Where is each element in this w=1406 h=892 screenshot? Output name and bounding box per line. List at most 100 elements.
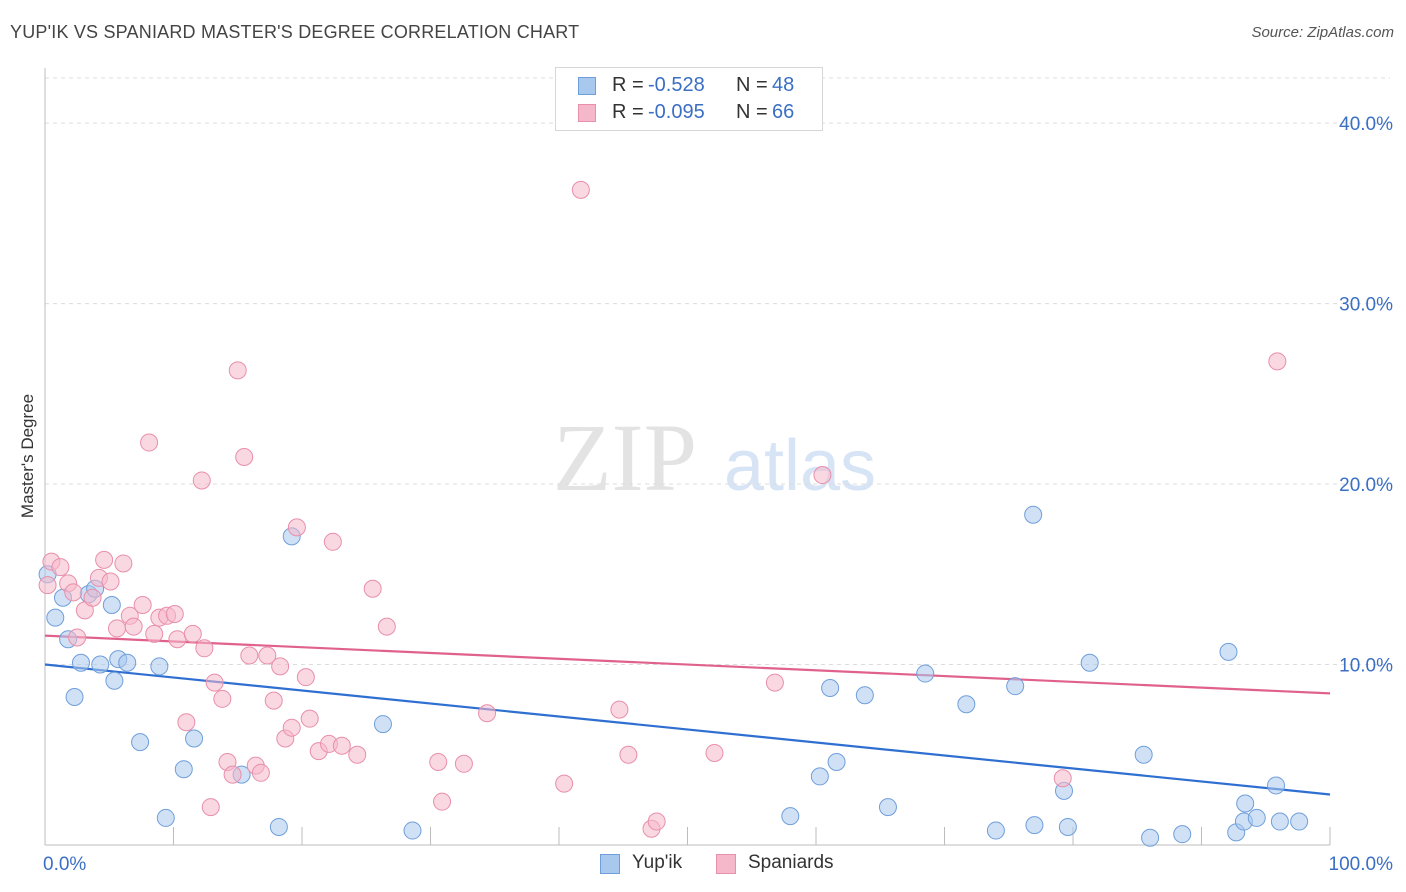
point-spaniards (183, 624, 202, 643)
point-yupik (1058, 817, 1077, 836)
point-spaniards (287, 518, 306, 537)
point-spaniards (68, 628, 87, 647)
point-spaniards (213, 689, 232, 708)
point-spaniards (271, 657, 290, 676)
point-spaniards (571, 180, 590, 199)
source-credit: Source: ZipAtlas.com (1251, 24, 1394, 41)
point-yupik (46, 608, 65, 627)
point-spaniards (251, 763, 270, 782)
n-label: N = (736, 101, 768, 123)
point-spaniards (228, 361, 247, 380)
point-spaniards (377, 617, 396, 636)
y-tick-label: 20.0% (1339, 475, 1393, 496)
point-yupik (102, 595, 121, 614)
point-spaniards (1053, 769, 1072, 788)
point-spaniards (555, 774, 574, 793)
point-spaniards (192, 471, 211, 490)
watermark-atlas: atlas (724, 426, 876, 506)
point-spaniards (165, 604, 184, 623)
point-yupik (156, 808, 175, 827)
point-spaniards (332, 736, 351, 755)
point-yupik (1173, 825, 1192, 844)
point-spaniards (201, 798, 220, 817)
point-yupik (118, 653, 137, 672)
point-spaniards (765, 673, 784, 692)
point-spaniards (195, 639, 214, 658)
point-spaniards (140, 433, 159, 452)
point-yupik (91, 655, 110, 674)
point-spaniards (133, 595, 152, 614)
point-spaniards (264, 691, 283, 710)
point-spaniards (429, 752, 448, 771)
point-spaniards (610, 700, 629, 719)
point-spaniards (258, 646, 277, 665)
point-spaniards (107, 619, 126, 638)
x-tick-label: 100.0% (1329, 854, 1394, 875)
point-yupik (105, 671, 124, 690)
point-yupik (269, 817, 288, 836)
y-tick-label: 40.0% (1339, 114, 1393, 135)
point-spaniards (282, 718, 301, 737)
point-spaniards (101, 572, 120, 591)
point-yupik (1236, 794, 1255, 813)
point-spaniards (240, 646, 259, 665)
point-yupik (878, 798, 897, 817)
point-spaniards (348, 745, 367, 764)
n-value: 66 (772, 101, 795, 123)
n-label: N = (736, 74, 768, 96)
x-tick-labels: 0.0% 100.0% (43, 854, 1393, 875)
point-spaniards (205, 673, 224, 692)
yupik-swatch (600, 854, 620, 874)
trend-lines (44, 634, 1331, 796)
point-yupik (1025, 816, 1044, 835)
point-spaniards (51, 558, 70, 577)
point-spaniards (300, 709, 319, 728)
point-spaniards (177, 713, 196, 732)
r-value: -0.095 (648, 101, 705, 123)
legend-label-yupik: Yup'ik (632, 852, 683, 873)
point-spaniards (83, 588, 102, 607)
point-yupik (185, 729, 204, 748)
point-spaniards (114, 554, 133, 573)
point-yupik (71, 653, 90, 672)
point-spaniards (64, 583, 83, 602)
point-yupik (781, 807, 800, 826)
point-yupik (916, 664, 935, 683)
point-spaniards (145, 624, 164, 643)
point-yupik (1270, 812, 1289, 831)
point-yupik (1080, 653, 1099, 672)
watermark: ZIP atlas (553, 404, 876, 511)
trend-line-yupik (44, 663, 1331, 796)
point-spaniards (619, 745, 638, 764)
point-yupik (174, 760, 193, 779)
point-yupik (150, 657, 169, 676)
point-yupik (957, 695, 976, 714)
r-label: R = (612, 74, 644, 96)
spaniards-swatch (578, 104, 596, 122)
point-yupik (1267, 776, 1286, 795)
data-points (38, 180, 1309, 847)
point-yupik (855, 686, 874, 705)
x-tick-label: 0.0% (43, 854, 86, 875)
point-yupik (131, 733, 150, 752)
point-spaniards (647, 812, 666, 831)
point-spaniards (478, 704, 497, 723)
point-yupik (827, 752, 846, 771)
point-spaniards (705, 743, 724, 762)
point-yupik (1024, 505, 1043, 524)
point-yupik (821, 678, 840, 697)
legend-label-spaniards: Spaniards (748, 852, 834, 873)
point-yupik (1219, 642, 1238, 661)
point-yupik (1141, 828, 1160, 847)
point-spaniards (1268, 352, 1287, 371)
point-spaniards (323, 532, 342, 551)
point-spaniards (296, 668, 315, 687)
spaniards-swatch (716, 854, 736, 874)
y-tick-label: 30.0% (1339, 295, 1393, 316)
y-axis-label: Master's Degree (18, 393, 37, 519)
point-yupik (1006, 677, 1025, 696)
y-tick-label: 10.0% (1339, 656, 1393, 677)
point-yupik (810, 767, 829, 786)
point-yupik (1290, 812, 1309, 831)
